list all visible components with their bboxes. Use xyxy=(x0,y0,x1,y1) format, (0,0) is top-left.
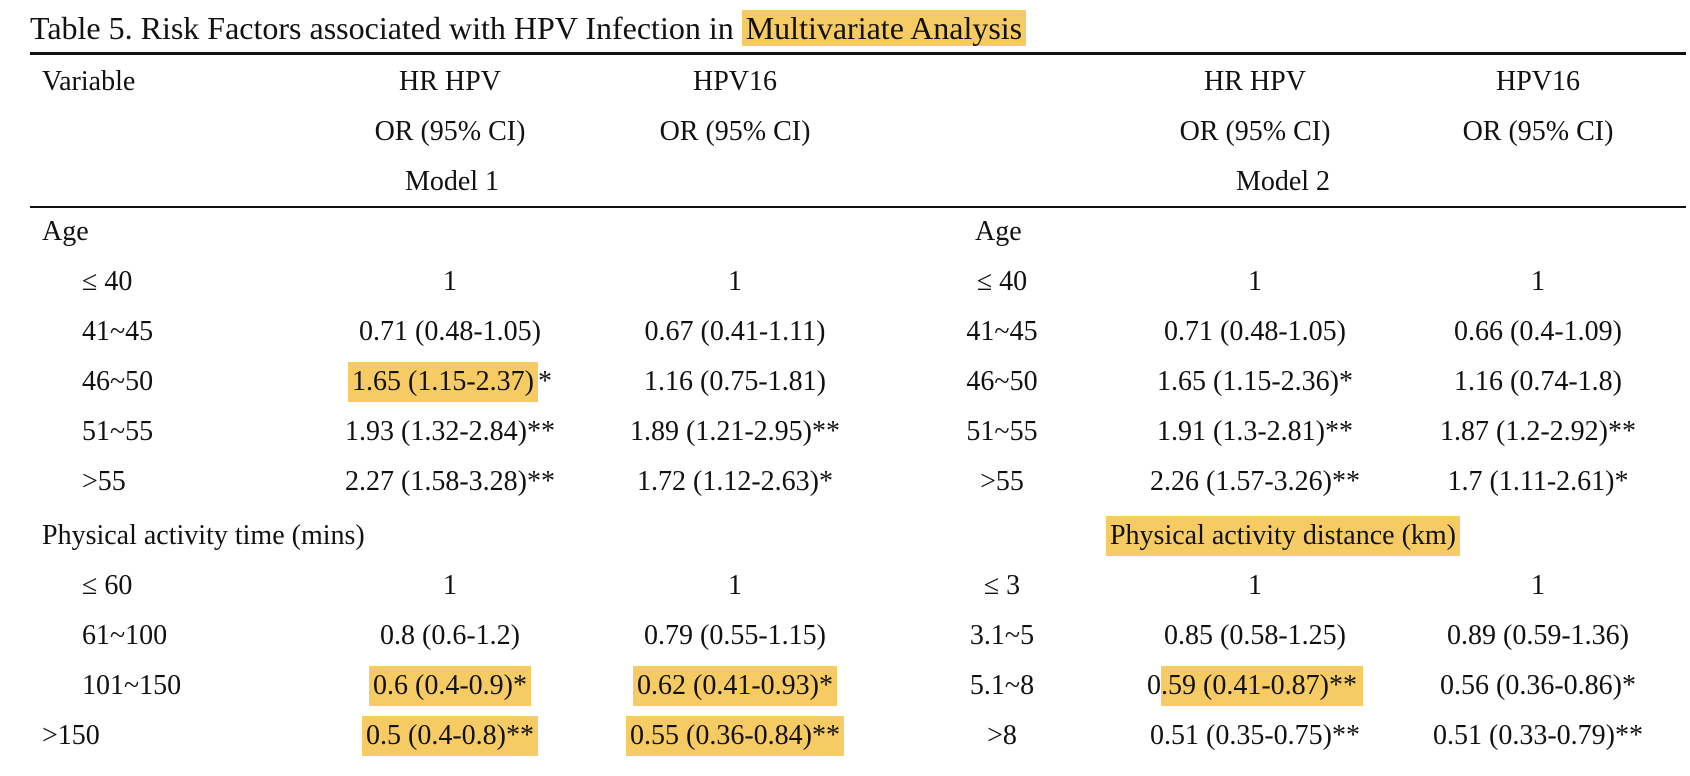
row-label: 51~55 xyxy=(966,416,1038,447)
row-label: >55 xyxy=(82,466,126,497)
m1-hr-value: 0.6 (0.4-0.9)* xyxy=(369,666,531,706)
m1-hpv16-value: 1 xyxy=(728,570,742,601)
caption-text: Table 5. Risk Factors associated with HP… xyxy=(30,10,742,46)
m2-hpv16-value: 0.56 (0.36-0.86)* xyxy=(1440,670,1636,701)
row-label: 46~50 xyxy=(82,366,154,397)
section-age-left: Age xyxy=(42,216,89,247)
header-m2-hr-or-ci: OR (95% CI) xyxy=(1179,116,1331,147)
row-label: >8 xyxy=(987,720,1017,751)
header-model-2: Model 2 xyxy=(1235,166,1331,197)
header-m2-hpv16: HPV16 xyxy=(1495,66,1581,97)
m1-hr-value: 0.5 (0.4-0.8)** xyxy=(362,716,538,756)
row-label: >150 xyxy=(42,720,100,751)
highlighted-value: 1.65 (1.15-2.37) xyxy=(348,362,538,402)
m2-hpv16-value: 1.7 (1.11-2.61)* xyxy=(1447,466,1629,497)
m1-hr-value: 0.8 (0.6-1.2) xyxy=(380,620,520,651)
m2-hpv16-value: 0.66 (0.4-1.09) xyxy=(1454,316,1622,347)
m1-hpv16-value: 1 xyxy=(728,266,742,297)
m2-hpv16-value: 1 xyxy=(1531,266,1545,297)
row-label: 51~55 xyxy=(82,416,154,447)
m1-hpv16-value: 0.67 (0.41-1.11) xyxy=(644,316,826,347)
header-m1-hpv16-or-ci: OR (95% CI) xyxy=(659,116,811,147)
header-model-1: Model 1 xyxy=(404,166,500,197)
section-pa-distance: Physical activity distance (km) xyxy=(1105,516,1461,556)
top-rule xyxy=(30,52,1686,55)
m1-hpv16-value: 1.72 (1.12-2.63)* xyxy=(637,466,833,497)
row-label: 41~45 xyxy=(82,316,154,347)
m2-hr-value: 1 xyxy=(1248,266,1262,297)
m1-hpv16-value: 0.55 (0.36-0.84)** xyxy=(626,716,844,756)
header-m1-hr-hpv: HR HPV xyxy=(399,66,501,97)
m1-hr-value: 2.27 (1.58-3.28)** xyxy=(345,466,555,497)
m2-hr-value: 0.51 (0.35-0.75)** xyxy=(1150,720,1360,751)
significance-star: * xyxy=(537,366,552,397)
m1-hr-value: 1 xyxy=(443,570,457,601)
m2-hr-value: 1 xyxy=(1248,570,1262,601)
header-variable: Variable xyxy=(42,66,136,97)
header-rule xyxy=(30,206,1686,208)
m1-hpv16-value: 0.79 (0.55-1.15) xyxy=(644,620,826,651)
row-label: >55 xyxy=(980,466,1024,497)
row-label: 3.1~5 xyxy=(969,620,1035,651)
caption-highlight: Multivariate Analysis xyxy=(741,10,1027,46)
table-caption: Table 5. Risk Factors associated with HP… xyxy=(30,6,1027,50)
m2-hr-value: 1.65 (1.15-2.36)* xyxy=(1157,366,1353,397)
section-age-right: Age xyxy=(975,216,1022,247)
m1-hr-value: 1.93 (1.32-2.84)** xyxy=(345,416,555,447)
m1-hpv16-value: 1.89 (1.21-2.95)** xyxy=(630,416,840,447)
row-label: ≤ 60 xyxy=(82,570,133,601)
row-label: ≤ 40 xyxy=(976,266,1028,297)
row-label: ≤ 3 xyxy=(983,570,1021,601)
header-m2-hr-hpv: HR HPV xyxy=(1204,66,1306,97)
m2-hr-value: 2.26 (1.57-3.26)** xyxy=(1150,466,1360,497)
m2-hr-value: 1.91 (1.3-2.81)** xyxy=(1157,416,1353,447)
m2-hpv16-value: 1.16 (0.74-1.8) xyxy=(1454,366,1622,397)
value-prefix: 0 xyxy=(1147,670,1162,701)
m2-hpv16-value: 1 xyxy=(1531,570,1545,601)
m1-hr-value: 1 xyxy=(443,266,457,297)
header-m1-hpv16: HPV16 xyxy=(692,66,778,97)
row-label: 5.1~8 xyxy=(969,670,1035,701)
section-pa-time: Physical activity time (mins) xyxy=(42,520,365,551)
m2-hpv16-value: 0.51 (0.33-0.79)** xyxy=(1433,720,1643,751)
header-m2-hpv16-or-ci: OR (95% CI) xyxy=(1462,116,1614,147)
m2-hr-value: 0.59 (0.41-0.87)** xyxy=(1147,666,1363,706)
m1-hpv16-value: 0.62 (0.41-0.93)* xyxy=(633,666,837,706)
row-label: ≤ 40 xyxy=(82,266,133,297)
row-label: 41~45 xyxy=(966,316,1038,347)
m1-hr-value: 1.65 (1.15-2.37) * xyxy=(348,362,552,402)
m2-hr-value: 0.71 (0.48-1.05) xyxy=(1164,316,1346,347)
m1-hpv16-value: 1.16 (0.75-1.81) xyxy=(644,366,826,397)
header-m1-hr-or-ci: OR (95% CI) xyxy=(374,116,526,147)
row-label: 61~100 xyxy=(82,620,168,651)
highlighted-value: .59 (0.41-0.87)** xyxy=(1161,666,1363,706)
row-label: 46~50 xyxy=(966,366,1038,397)
m2-hpv16-value: 1.87 (1.2-2.92)** xyxy=(1440,416,1636,447)
m2-hpv16-value: 0.89 (0.59-1.36) xyxy=(1447,620,1629,651)
m1-hr-value: 0.71 (0.48-1.05) xyxy=(359,316,541,347)
m2-hr-value: 0.85 (0.58-1.25) xyxy=(1164,620,1346,651)
row-label: 101~150 xyxy=(82,670,182,701)
